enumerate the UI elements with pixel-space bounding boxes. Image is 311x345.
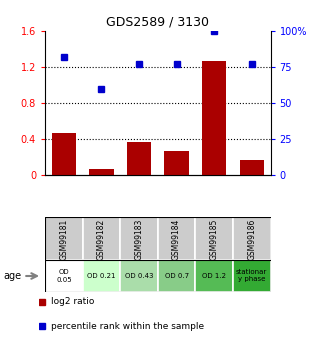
Text: percentile rank within the sample: percentile rank within the sample xyxy=(51,322,204,331)
Text: GSM99186: GSM99186 xyxy=(247,218,256,259)
Bar xyxy=(165,151,189,175)
Bar xyxy=(195,260,233,292)
Text: stationar
y phase: stationar y phase xyxy=(236,269,267,283)
Text: GSM99184: GSM99184 xyxy=(172,218,181,259)
Text: log2 ratio: log2 ratio xyxy=(51,297,95,306)
Title: GDS2589 / 3130: GDS2589 / 3130 xyxy=(106,16,209,29)
Bar xyxy=(158,260,195,292)
Text: OD 0.43: OD 0.43 xyxy=(125,273,153,279)
Bar xyxy=(233,260,271,292)
Text: OD 1.2: OD 1.2 xyxy=(202,273,226,279)
Bar xyxy=(45,217,83,260)
Bar xyxy=(239,160,264,175)
Text: GSM99183: GSM99183 xyxy=(135,218,144,259)
Bar xyxy=(195,217,233,260)
Bar xyxy=(202,61,226,175)
Text: age: age xyxy=(3,271,21,281)
Bar xyxy=(120,217,158,260)
Bar xyxy=(120,260,158,292)
Bar xyxy=(45,260,83,292)
Bar xyxy=(158,217,195,260)
Text: GSM99181: GSM99181 xyxy=(59,218,68,259)
Text: GSM99185: GSM99185 xyxy=(210,218,219,259)
Text: GSM99182: GSM99182 xyxy=(97,218,106,259)
Bar xyxy=(52,133,76,175)
Bar xyxy=(89,169,114,175)
Bar xyxy=(83,260,120,292)
Bar xyxy=(83,217,120,260)
Text: OD
0.05: OD 0.05 xyxy=(56,269,72,283)
Bar xyxy=(233,217,271,260)
Text: OD 0.7: OD 0.7 xyxy=(165,273,189,279)
Bar xyxy=(127,142,151,175)
Text: OD 0.21: OD 0.21 xyxy=(87,273,116,279)
